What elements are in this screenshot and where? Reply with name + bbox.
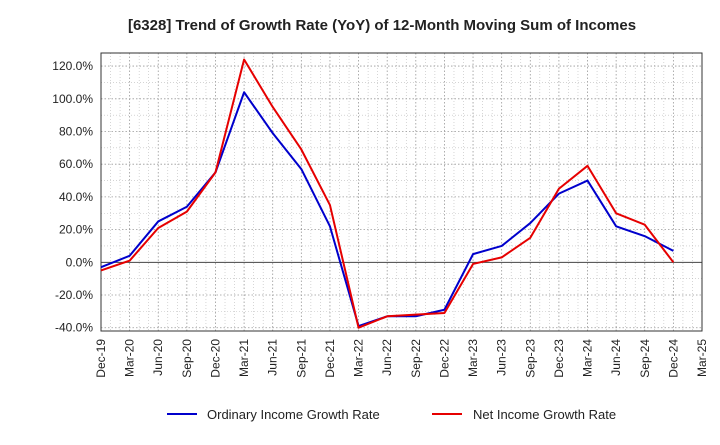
x-tick-label: Mar-25 bbox=[695, 339, 709, 377]
x-tick-label: Dec-19 bbox=[94, 339, 108, 378]
y-tick-label: -40.0% bbox=[55, 321, 93, 335]
x-tick-label: Jun-24 bbox=[609, 339, 623, 376]
grid bbox=[101, 53, 702, 331]
x-tick-label: Dec-23 bbox=[552, 339, 566, 378]
y-tick-label: 60.0% bbox=[59, 157, 93, 171]
series-line-1 bbox=[100, 58, 675, 329]
x-tick-label: Sep-24 bbox=[638, 339, 652, 378]
series-lines bbox=[100, 58, 675, 329]
x-axis: Dec-19 Mar-20 Jun-20 Sep-20 Dec-20 Mar-21 Jun-… bbox=[94, 339, 709, 378]
x-tick-label: Sep-23 bbox=[523, 339, 537, 378]
y-tick-label: 100.0% bbox=[52, 92, 93, 106]
x-tick-label: Mar-24 bbox=[581, 339, 595, 377]
x-tick-label: Dec-20 bbox=[208, 339, 222, 378]
x-tick-label: Sep-20 bbox=[180, 339, 194, 378]
x-tick-label: Dec-22 bbox=[437, 339, 451, 378]
legend-label-ordinary-income: Ordinary Income Growth Rate bbox=[207, 407, 380, 422]
chart-title: [6328] Trend of Growth Rate (YoY) of 12-… bbox=[128, 17, 636, 34]
x-tick-label: Dec-24 bbox=[666, 339, 680, 378]
x-tick-label: Sep-22 bbox=[409, 339, 423, 378]
x-tick-label: Mar-23 bbox=[466, 339, 480, 377]
x-tick-label: Mar-20 bbox=[123, 339, 137, 377]
x-tick-label: Mar-21 bbox=[237, 339, 251, 377]
y-axis: -40.0% -20.0% 0.0% 20.0% 40.0% 60.0% 80.0% 100.… bbox=[52, 59, 93, 335]
x-tick-label: Jun-22 bbox=[380, 339, 394, 376]
legend: Ordinary Income Growth Rate Net Income G… bbox=[167, 407, 616, 422]
x-tick-label: Jun-21 bbox=[266, 339, 280, 376]
y-tick-label: -20.0% bbox=[55, 288, 93, 302]
legend-label-net-income: Net Income Growth Rate bbox=[473, 407, 616, 422]
y-tick-label: 20.0% bbox=[59, 223, 93, 237]
plot-area bbox=[100, 52, 703, 332]
x-tick-label: Jun-23 bbox=[495, 339, 509, 376]
x-tick-label: Jun-20 bbox=[151, 339, 165, 376]
y-tick-label: 120.0% bbox=[52, 59, 93, 73]
x-tick-label: Mar-22 bbox=[352, 339, 366, 377]
x-tick-label: Sep-21 bbox=[294, 339, 308, 378]
x-tick-label: Dec-21 bbox=[323, 339, 337, 378]
y-tick-label: 0.0% bbox=[66, 255, 94, 269]
y-tick-label: 80.0% bbox=[59, 124, 93, 138]
y-tick-label: 40.0% bbox=[59, 190, 93, 204]
